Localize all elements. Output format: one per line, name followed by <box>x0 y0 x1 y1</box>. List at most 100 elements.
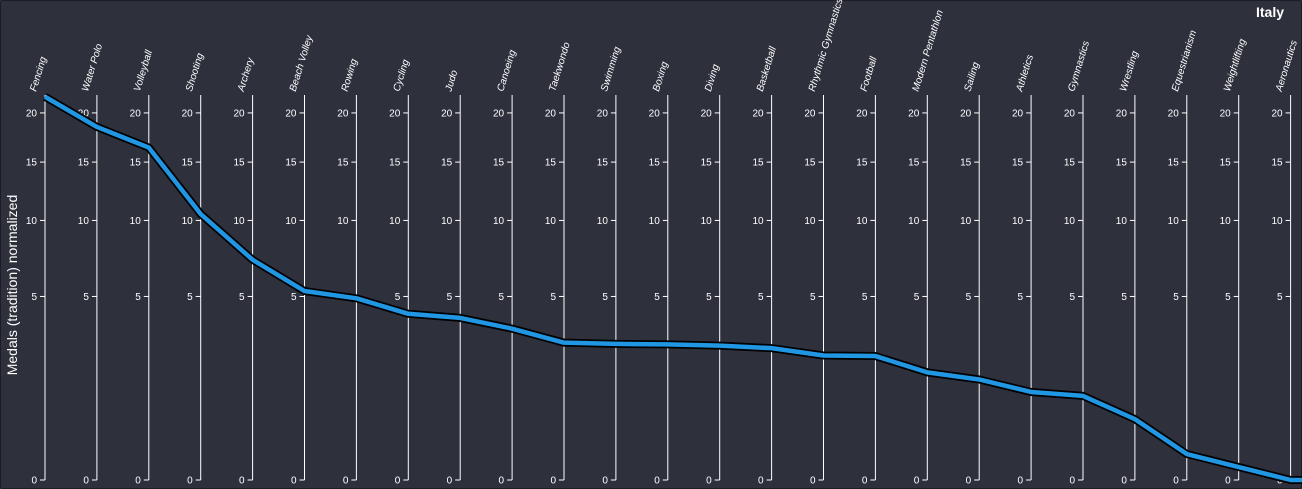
tick-label: 15 <box>182 158 194 169</box>
tick-label: 20 <box>493 108 505 119</box>
tick-label: 0 <box>602 476 608 487</box>
tick-label: 0 <box>706 476 712 487</box>
tick-label: 0 <box>135 476 141 487</box>
tick-label: 10 <box>701 216 713 227</box>
tick-label: 0 <box>654 476 660 487</box>
tick-label: 5 <box>758 292 764 303</box>
tick-label: 5 <box>1225 292 1231 303</box>
tick-label: 10 <box>1116 216 1128 227</box>
tick-label: 5 <box>291 292 297 303</box>
tick-label: 20 <box>856 108 868 119</box>
tick-label: 15 <box>26 158 38 169</box>
axis-category-label: Canoeing <box>495 48 518 93</box>
axis-category-label: Archery <box>236 56 257 94</box>
tick-label: 15 <box>389 158 401 169</box>
tick-label: 5 <box>602 292 608 303</box>
tick-label: 5 <box>395 292 401 303</box>
tick-label: 0 <box>1018 476 1024 487</box>
tick-label: 0 <box>914 476 920 487</box>
tick-label: 15 <box>1064 158 1076 169</box>
tick-label: 10 <box>182 216 194 227</box>
tick-label: 0 <box>862 476 868 487</box>
tick-label: 10 <box>1271 216 1283 227</box>
tick-label: 20 <box>597 108 609 119</box>
axis-category-label: Football <box>859 55 880 93</box>
tick-label: 20 <box>130 108 142 119</box>
tick-label: 10 <box>285 216 297 227</box>
tick-label: 0 <box>966 476 972 487</box>
tick-label: 20 <box>1271 108 1283 119</box>
series-line-outline <box>42 93 1302 484</box>
tick-label: 10 <box>545 216 557 227</box>
axis-category-label: Shooting <box>184 51 206 92</box>
tick-label: 10 <box>752 216 764 227</box>
tick-label: 15 <box>1116 158 1128 169</box>
axis-category-label: Boxing <box>651 60 671 93</box>
tick-label: 15 <box>441 158 453 169</box>
tick-label: 10 <box>1064 216 1076 227</box>
tick-label: 5 <box>966 292 972 303</box>
tick-label: 0 <box>239 476 245 487</box>
tick-label: 10 <box>441 216 453 227</box>
tick-label: 15 <box>752 158 764 169</box>
tick-label: 20 <box>26 108 38 119</box>
tick-label: 10 <box>337 216 349 227</box>
axis-category-label: Water Polo <box>80 42 105 93</box>
tick-label: 15 <box>804 158 816 169</box>
tick-label: 0 <box>1121 476 1127 487</box>
tick-label: 20 <box>78 108 90 119</box>
axis-category-label: Rhythmic Gymnastics <box>807 0 846 93</box>
tick-label: 15 <box>1220 158 1232 169</box>
tick-label: 20 <box>1012 108 1024 119</box>
tick-label: 5 <box>447 292 453 303</box>
tick-label: 20 <box>1168 108 1180 119</box>
tick-label: 5 <box>187 292 193 303</box>
tick-label: 5 <box>654 292 660 303</box>
axis-category-label: Modern Pentathlon <box>911 8 946 92</box>
tick-label: 20 <box>182 108 194 119</box>
axis-category-label: Aeronautics <box>1274 39 1300 94</box>
tick-label: 10 <box>597 216 609 227</box>
tick-label: 20 <box>337 108 349 119</box>
tick-label: 10 <box>1220 216 1232 227</box>
axis-category-label: Wrestling <box>1118 49 1141 92</box>
tick-label: 5 <box>83 292 89 303</box>
tick-label: 0 <box>447 476 453 487</box>
tick-label: 20 <box>649 108 661 119</box>
tick-label: 5 <box>1173 292 1179 303</box>
tick-label: 20 <box>752 108 764 119</box>
tick-label: 20 <box>804 108 816 119</box>
tick-label: 15 <box>1168 158 1180 169</box>
tick-label: 10 <box>856 216 868 227</box>
tick-label: 0 <box>1069 476 1075 487</box>
tick-label: 0 <box>758 476 764 487</box>
tick-label: 20 <box>1064 108 1076 119</box>
tick-label: 10 <box>78 216 90 227</box>
tick-label: 5 <box>810 292 816 303</box>
tick-label: 0 <box>550 476 556 487</box>
axis-category-label: Swimming <box>599 45 623 93</box>
tick-label: 20 <box>701 108 713 119</box>
tick-label: 10 <box>1168 216 1180 227</box>
tick-label: 15 <box>597 158 609 169</box>
tick-label: 10 <box>389 216 401 227</box>
tick-label: 15 <box>1012 158 1024 169</box>
tick-label: 20 <box>908 108 920 119</box>
tick-label: 20 <box>545 108 557 119</box>
series-line <box>43 94 1302 483</box>
axis-category-label: Gymnastics <box>1066 40 1092 93</box>
axis-category-label: Equestrianism <box>1170 29 1199 93</box>
axis-category-label: Judo <box>443 69 460 94</box>
axis-category-label: Weightlifting <box>1222 37 1249 93</box>
tick-label: 0 <box>395 476 401 487</box>
tick-label: 5 <box>1018 292 1024 303</box>
tick-label: 10 <box>649 216 661 227</box>
axis-category-label: Cycling <box>392 58 412 93</box>
tick-label: 5 <box>499 292 505 303</box>
tick-label: 20 <box>1220 108 1232 119</box>
tick-label: 10 <box>908 216 920 227</box>
tick-label: 15 <box>545 158 557 169</box>
tick-label: 15 <box>649 158 661 169</box>
tick-label: 10 <box>493 216 505 227</box>
tick-label: 15 <box>701 158 713 169</box>
